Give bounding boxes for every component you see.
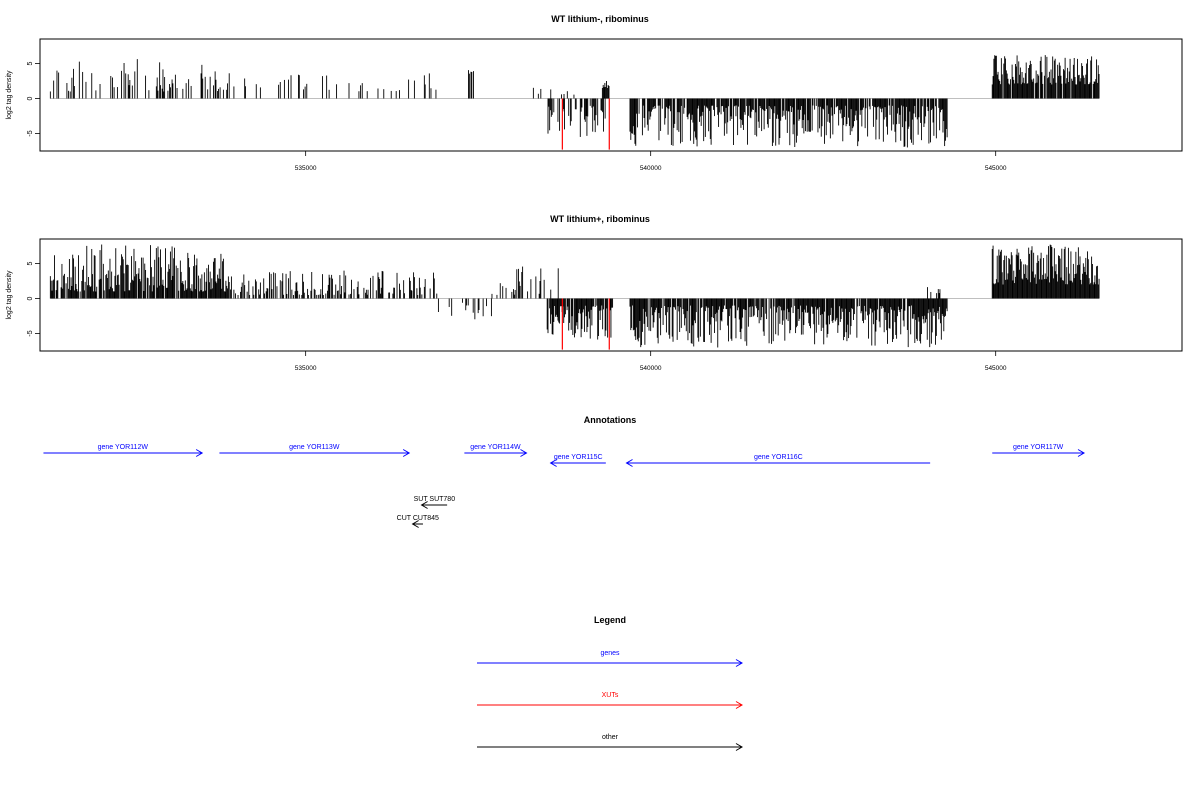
- bar-series: [49, 244, 1100, 348]
- feature-arrowhead: [549, 459, 557, 467]
- feature-label: gene YOR117W: [1013, 444, 1064, 451]
- chart-title: WT lithium-, ribominus: [551, 14, 649, 24]
- annotations-title: Annotations: [584, 415, 637, 425]
- y-tick-label: 0: [27, 96, 34, 100]
- feature-label: gene YOR114W: [470, 444, 521, 451]
- y-tick-label: 5: [27, 61, 34, 65]
- feature-label: gene YOR112W: [98, 444, 149, 451]
- y-tick-label: 0: [27, 296, 34, 300]
- bar-series: [49, 55, 1100, 148]
- annotation-feature: gene YOR113W: [219, 444, 411, 457]
- legend-arrowhead: [735, 701, 743, 709]
- legend-panel: Legend genes XUTs other: [477, 615, 743, 751]
- legend-item: other: [477, 734, 743, 751]
- feature-arrowhead: [195, 449, 204, 457]
- y-tick-label: -5: [27, 330, 34, 336]
- feature-label: gene YOR116C: [754, 454, 803, 461]
- y-axis-label: log2 tag density: [6, 70, 13, 120]
- legend-label: XUTs: [602, 692, 619, 699]
- plot-frame: [39, 38, 1183, 152]
- legend-label: other: [602, 734, 619, 741]
- annotation-feature: gene YOR115C: [549, 454, 606, 467]
- chart-title: WT lithium+, ribominus: [550, 214, 650, 224]
- legend-label: genes: [600, 650, 620, 657]
- feature-arrowhead: [420, 501, 428, 509]
- feature-label: gene YOR115C: [554, 454, 603, 461]
- x-tick-label: 535000: [295, 365, 317, 372]
- y-tick-label: 5: [27, 261, 34, 265]
- annotation-feature: gene YOR114W: [464, 444, 528, 457]
- feature-arrowhead: [625, 459, 633, 467]
- track-panel-lithium-plus: WT lithium+, ribominus log2 tag density 5 0…: [6, 214, 1183, 372]
- annotation-feature: gene YOR116C: [625, 454, 931, 467]
- annotation-feature: CUT CUT845: [397, 515, 439, 528]
- annotation-feature: gene YOR117W: [992, 444, 1086, 457]
- feature-label: CUT CUT845: [397, 515, 439, 522]
- legend-title: Legend: [594, 615, 626, 625]
- plot-frame: [39, 238, 1183, 352]
- feature-arrowhead: [402, 449, 411, 457]
- annotations-panel: Annotations gene YOR112W gene YOR113W gene …: [43, 415, 1086, 528]
- legend-item: genes: [477, 650, 743, 667]
- x-tick-label: 540000: [640, 165, 662, 172]
- annotation-feature: gene YOR112W: [43, 444, 204, 457]
- feature-label: gene YOR113W: [289, 444, 340, 451]
- legend-arrowhead: [735, 743, 743, 751]
- annotation-feature: SUT SUT780: [414, 496, 456, 509]
- feature-arrowhead: [1077, 449, 1086, 457]
- x-tick-label: 545000: [985, 165, 1007, 172]
- legend-item: XUTs: [477, 692, 743, 709]
- feature-arrowhead: [411, 520, 419, 528]
- x-tick-label: 545000: [985, 365, 1007, 372]
- legend-arrowhead: [735, 659, 743, 667]
- x-tick-label: 540000: [640, 365, 662, 372]
- feature-label: SUT SUT780: [414, 496, 456, 503]
- y-axis-label: log2 tag density: [6, 270, 13, 320]
- track-panel-lithium-minus: WT lithium-, ribominus log2 tag density 5 0…: [6, 14, 1183, 172]
- feature-arrowhead: [520, 449, 528, 457]
- x-tick-label: 535000: [295, 165, 317, 172]
- y-tick-label: -5: [27, 130, 34, 136]
